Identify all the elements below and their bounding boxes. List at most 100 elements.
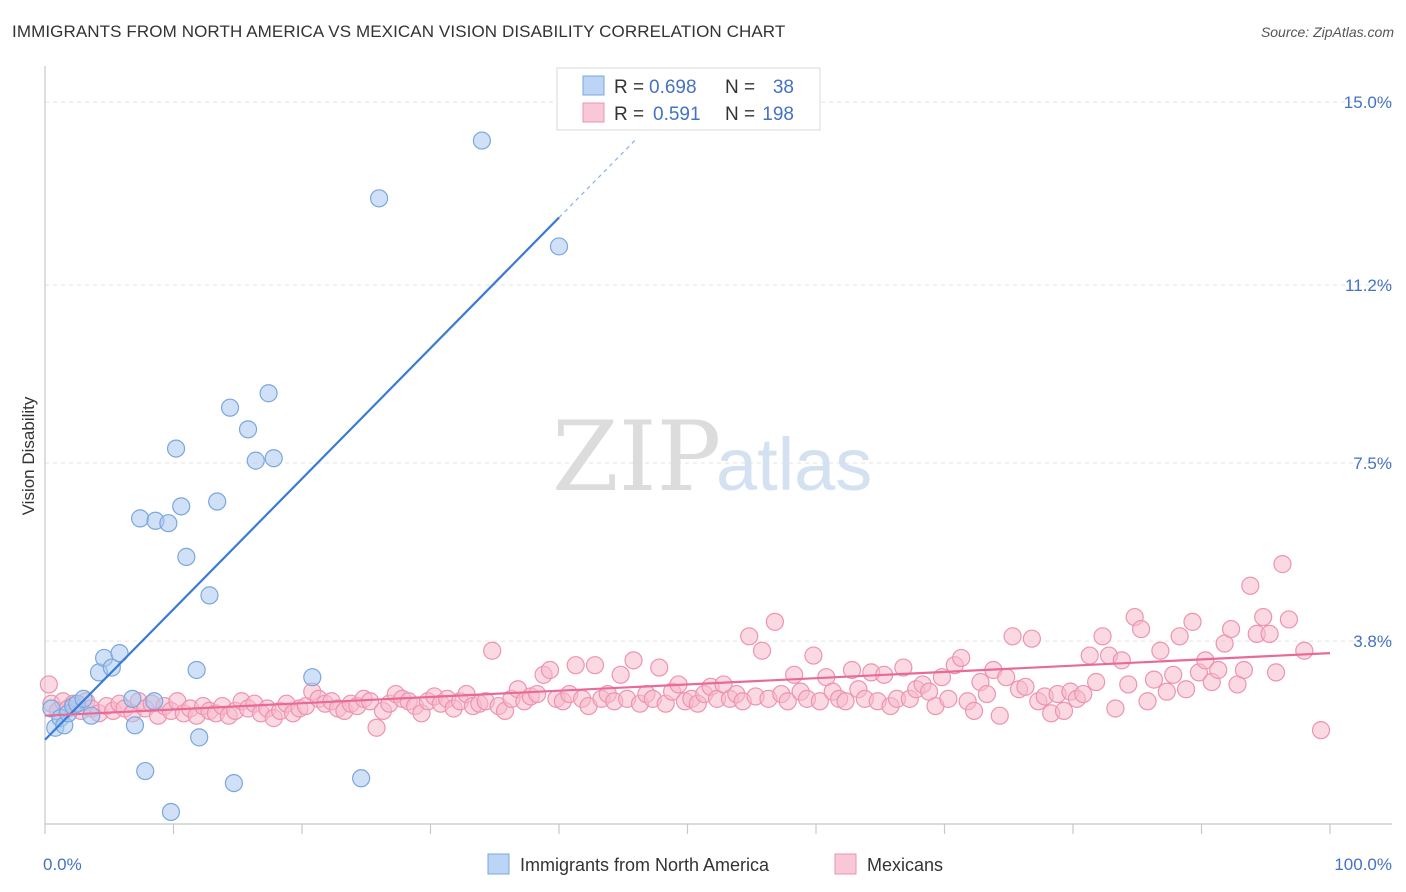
- north-america-trend-line: [44, 216, 560, 741]
- mexicans-trend-line: [44, 652, 1331, 717]
- source-label: Source: ZipAtlas.com: [1260, 24, 1394, 40]
- north-america-point-27: [208, 492, 227, 511]
- mexicans-point-194: [1279, 610, 1298, 629]
- mexicans-point-173: [1144, 670, 1164, 689]
- mexicans-point-174: [1151, 641, 1170, 660]
- mexicans-point-151: [1003, 627, 1022, 646]
- mexicans-point-167: [1106, 699, 1125, 718]
- north-america-point-7: [74, 689, 93, 708]
- legend-r-label-2: R =: [614, 104, 644, 125]
- north-america-point-22: [172, 497, 191, 516]
- mexicans-point-171: [1132, 619, 1151, 639]
- mexicans-point-179: [1183, 612, 1202, 631]
- north-america-points: [42, 131, 569, 822]
- legend-n-value-2: 198: [762, 104, 794, 125]
- mexicans-point-196: [1311, 721, 1331, 740]
- north-america-point-14: [125, 716, 145, 735]
- north-america-point-32: [259, 384, 278, 403]
- watermark: ZIP atlas: [552, 401, 872, 513]
- mexicans-point-190: [1254, 607, 1273, 627]
- mexicans-point-149: [990, 706, 1009, 725]
- mexicans-point-125: [836, 692, 855, 711]
- x-tick-label-min: 0.0%: [43, 855, 82, 874]
- y-tick-label-3: 15.0%: [1344, 93, 1392, 112]
- legend-swatch-pink: [582, 102, 605, 123]
- mexicans-point-176: [1164, 665, 1183, 684]
- y-axis-title: Vision Disability: [19, 396, 38, 515]
- series-legend-swatch-blue: [487, 853, 510, 875]
- north-america-point-33: [264, 449, 283, 468]
- north-america-point-28: [220, 398, 240, 417]
- mexicans-point-141: [939, 689, 958, 708]
- north-america-point-17: [145, 692, 164, 711]
- mexicans-point-165: [1093, 627, 1112, 646]
- x-tick-label-max: 100.0%: [1334, 855, 1392, 874]
- mexicans-point-96: [650, 658, 669, 677]
- chart-title: IMMIGRANTS FROM NORTH AMERICA VS MEXICAN…: [12, 22, 786, 41]
- north-america-point-30: [238, 420, 258, 439]
- north-america-point-38: [549, 237, 569, 256]
- mexicans-point-79: [540, 660, 560, 680]
- y-tick-label-2: 11.2%: [1345, 276, 1392, 295]
- north-america-point-25: [190, 728, 209, 747]
- north-america-point-15: [136, 761, 155, 781]
- mexicans-point-145: [964, 701, 984, 720]
- watermark-zip: ZIP: [552, 401, 721, 513]
- mexicans-point-83: [566, 656, 585, 675]
- mexicans-point-134: [894, 658, 913, 677]
- mexicans-point-112: [752, 641, 772, 660]
- north-america-point-20: [161, 802, 181, 822]
- mexicans-point-77: [528, 684, 547, 704]
- mexicans-point-90: [611, 665, 630, 684]
- north-america-point-11: [102, 658, 121, 677]
- mexicans-point-168: [1112, 651, 1131, 670]
- north-america-point-13: [123, 689, 142, 708]
- legend-r-label-1: R =: [614, 77, 644, 98]
- mexicans-point-86: [585, 656, 605, 675]
- legend-swatch-blue: [582, 75, 605, 96]
- mexicans-point-117: [785, 665, 804, 684]
- mexicans-point-162: [1074, 684, 1093, 704]
- watermark-atlas: atlas: [716, 423, 872, 506]
- north-america-point-24: [187, 660, 206, 680]
- y-tick-label-1: 7.5%: [1353, 454, 1392, 473]
- north-america-point-8: [82, 706, 101, 725]
- mexicans-point-178: [1176, 680, 1196, 699]
- mexicans-point-185: [1221, 619, 1241, 639]
- mexicans-point-120: [804, 646, 823, 665]
- north-america-point-12: [110, 644, 129, 663]
- mexicans-point-169: [1119, 675, 1138, 694]
- legend-n-label-2: N =: [725, 104, 755, 125]
- trend-lines: [44, 138, 1331, 741]
- north-america-point-26: [200, 586, 219, 605]
- legend-n-label-1: N =: [725, 77, 755, 98]
- north-america-point-36: [370, 189, 389, 208]
- y-tick-label-0: 3.8%: [1353, 632, 1392, 651]
- north-america-point-19: [159, 514, 178, 533]
- mexicans-point-175: [1157, 682, 1176, 701]
- mexicans-point-121: [810, 692, 829, 711]
- mexicans-point-143: [952, 648, 971, 668]
- correlation-legend: R = 0.698 N = 38 R = 0.591 N = 198: [556, 67, 821, 131]
- mexicans-point-110: [740, 627, 759, 646]
- north-america-point-21: [166, 439, 186, 458]
- mexicans-point-163: [1080, 646, 1099, 665]
- mexicans-points: [39, 555, 1331, 740]
- mexicans-point-70: [483, 641, 502, 660]
- north-america-point-16: [130, 509, 150, 528]
- mexicans-point-116: [778, 692, 797, 711]
- north-america-point-37: [472, 131, 491, 150]
- legend-r-value-1: 0.698: [649, 77, 697, 98]
- north-america-point-34: [303, 668, 322, 687]
- mexicans-point-114: [765, 612, 784, 631]
- series-legend: Immigrants from North America Mexicans: [487, 853, 943, 875]
- tick-labels: 3.8% 7.5% 11.2% 15.0% 0.0% 100.0%: [43, 93, 1392, 874]
- mexicans-point-177: [1170, 627, 1189, 646]
- mexicans-point-0: [39, 675, 58, 694]
- mexicans-point-92: [624, 651, 643, 670]
- north-america-point-23: [177, 547, 196, 566]
- mexicans-point-153: [1016, 677, 1035, 696]
- mexicans-point-192: [1266, 663, 1286, 682]
- legend-n-value-1: 38: [773, 77, 794, 98]
